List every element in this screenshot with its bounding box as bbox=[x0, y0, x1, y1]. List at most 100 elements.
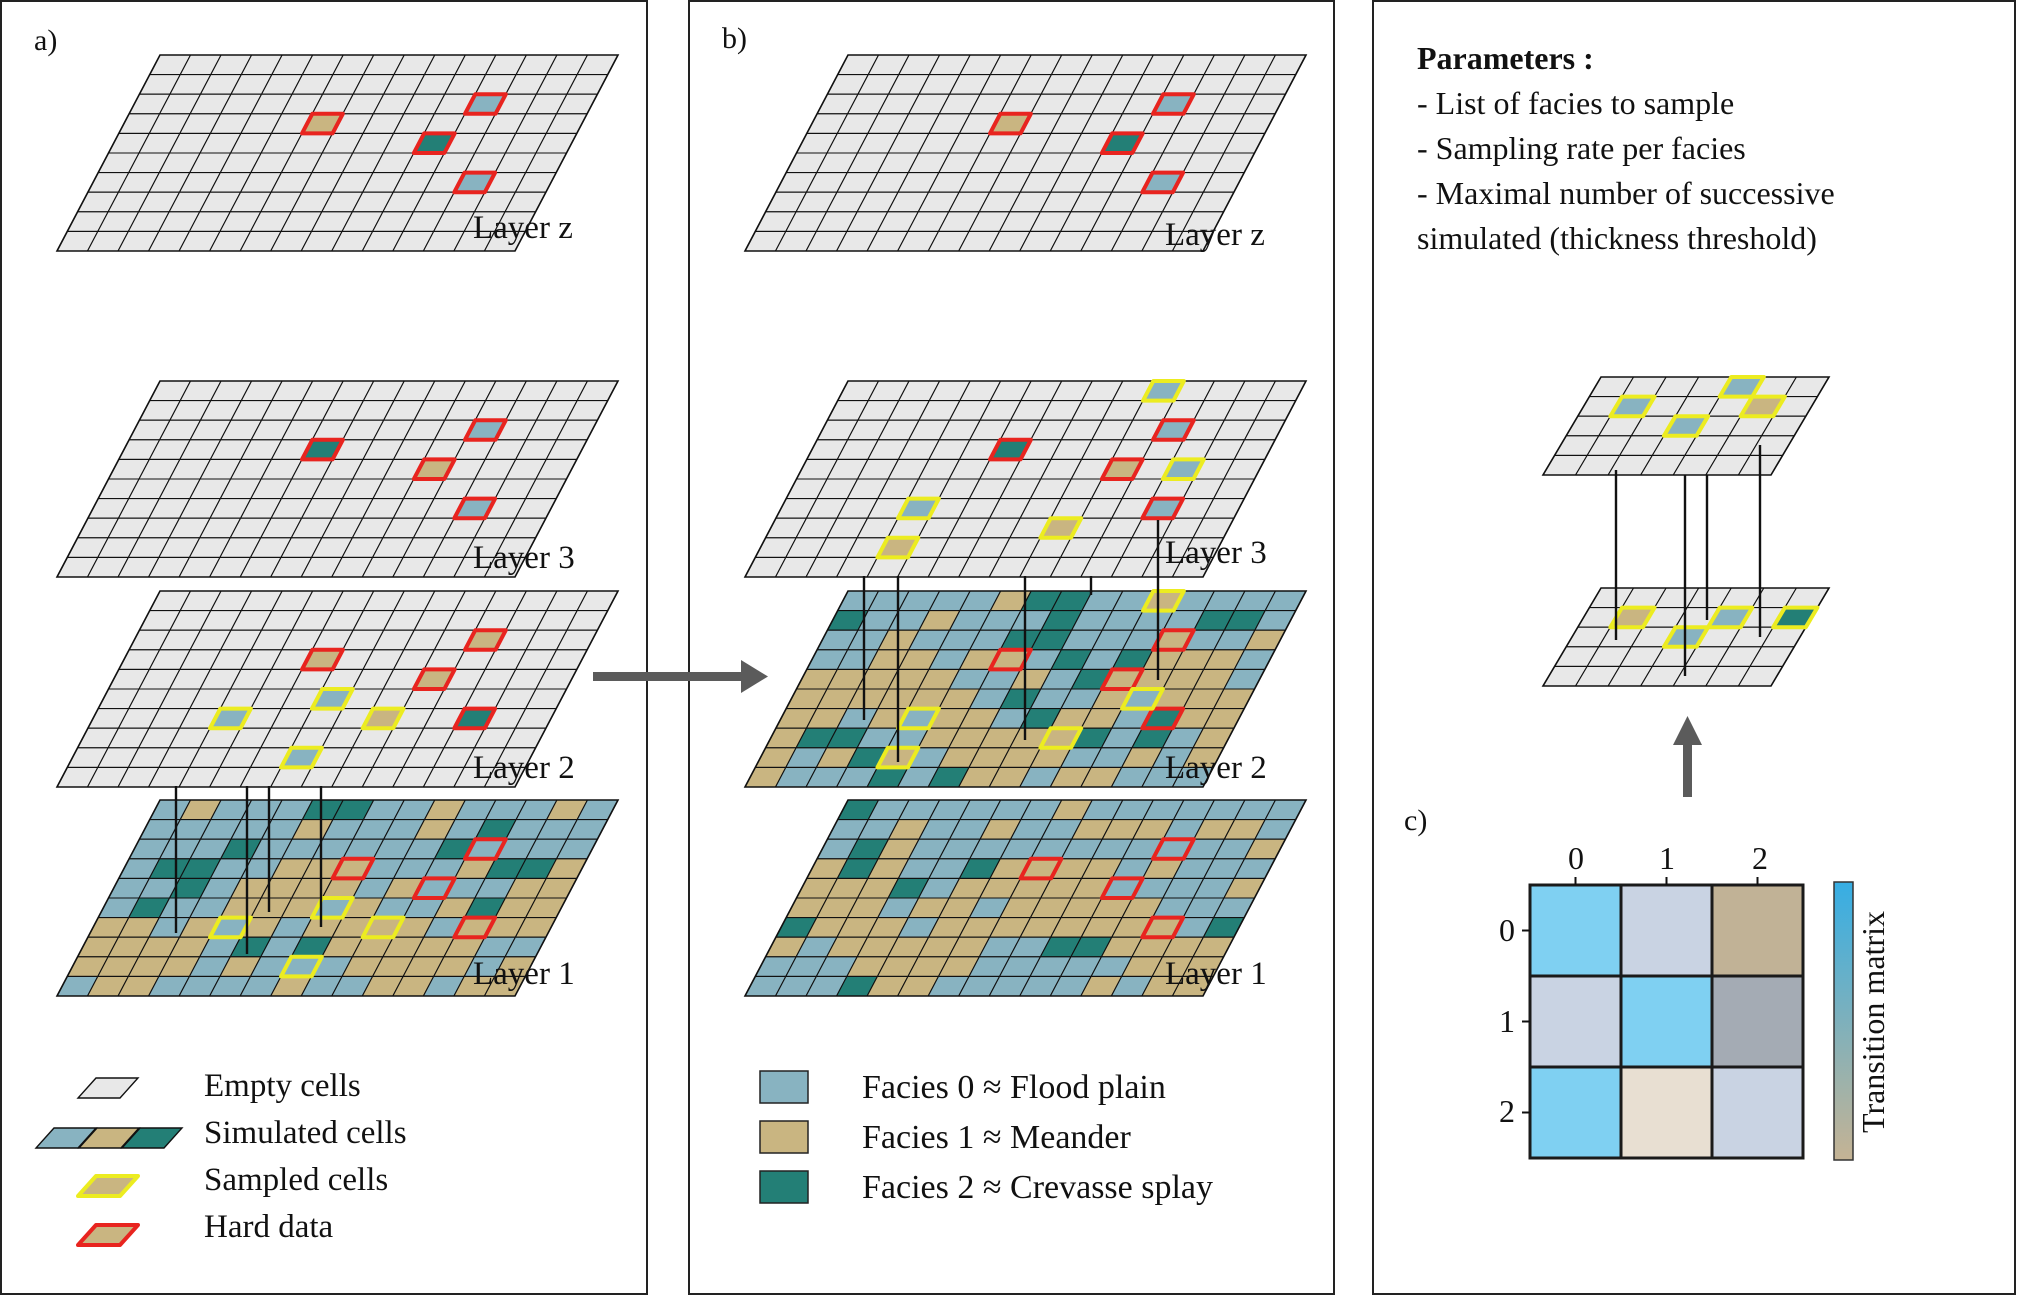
facies-1-swatch bbox=[759, 1120, 809, 1154]
matrix-col-label-1: 1 bbox=[1659, 840, 1675, 876]
sampled-cell bbox=[1120, 687, 1165, 711]
hard-data-cell bbox=[411, 131, 457, 155]
legend-swatches bbox=[34, 1077, 184, 1247]
facies-0-swatch bbox=[759, 1070, 809, 1104]
empty-cell-swatch bbox=[76, 1077, 140, 1099]
hard-data-cell bbox=[988, 111, 1033, 136]
parameter-line-2: - Sampling rate per facies bbox=[1417, 130, 1746, 166]
panel-b-layer-3 bbox=[743, 379, 1308, 578]
matrix-cell bbox=[1619, 974, 1714, 1069]
sampled-cell bbox=[208, 915, 253, 940]
hard-data-cell bbox=[1140, 915, 1186, 940]
sampled-cell bbox=[208, 706, 253, 731]
panel-a-layer-3 bbox=[55, 380, 620, 578]
simulated-cell-swatch-0 bbox=[34, 1127, 98, 1149]
hard-data-cell bbox=[1140, 496, 1186, 521]
transition-matrix-title: Transition matrix bbox=[1855, 911, 1891, 1133]
hard-data-cell bbox=[462, 628, 508, 652]
panel-c-label: c) bbox=[1404, 804, 1427, 837]
matrix-cell bbox=[1619, 1065, 1714, 1160]
panel-a-layer-2 bbox=[55, 590, 620, 788]
hard-data-cell bbox=[411, 667, 457, 691]
matrix-cell bbox=[1528, 883, 1623, 978]
layer-grids bbox=[55, 54, 1831, 997]
hard-data-cell bbox=[1099, 876, 1145, 900]
hard-data-cell bbox=[462, 92, 508, 116]
sampled-cell bbox=[1608, 394, 1657, 419]
facies-2-swatch bbox=[759, 1170, 809, 1204]
hard-data-cell bbox=[1150, 837, 1196, 861]
sampled-cell bbox=[875, 535, 921, 560]
hard-data-cell bbox=[330, 856, 376, 881]
legend-simulated-cells: Simulated cells bbox=[204, 1115, 407, 1151]
hard-data-cell bbox=[988, 647, 1033, 672]
matrix-row-label-2: 2 bbox=[1499, 1093, 1515, 1129]
right-arrow bbox=[593, 660, 768, 693]
sampled-cell bbox=[1141, 589, 1186, 613]
panel-a-layer-1-label: Layer 1 bbox=[473, 956, 575, 992]
sampled-cell bbox=[1771, 605, 1820, 630]
hard-data-cell bbox=[411, 457, 457, 481]
grid-border bbox=[55, 54, 620, 252]
panel-c-lower-grid bbox=[1541, 587, 1831, 687]
sampled-cell bbox=[1608, 605, 1657, 630]
hard-data-cell bbox=[1140, 706, 1186, 731]
hard-data-cell bbox=[1150, 92, 1196, 116]
sampled-cell bbox=[279, 954, 324, 979]
hard-data-cell bbox=[462, 837, 508, 861]
simulated-cell-swatch-1 bbox=[77, 1127, 141, 1149]
panel-b-layer-2-label: Layer 2 bbox=[1165, 750, 1267, 786]
sampled-cell bbox=[1706, 605, 1755, 630]
panel-b-layer-3-label: Layer 3 bbox=[1165, 535, 1267, 571]
sampled-cell bbox=[1738, 394, 1787, 419]
parameter-line-3: - Maximal number of successive bbox=[1417, 175, 1835, 211]
grid-border bbox=[55, 799, 620, 997]
hard-data-cell bbox=[988, 437, 1033, 462]
up-arrow bbox=[1673, 716, 1702, 797]
sampled-cell bbox=[1661, 414, 1711, 438]
sampled-cell-swatch bbox=[76, 1174, 140, 1198]
panel-a-label: a) bbox=[34, 24, 57, 57]
panel-b-label: b) bbox=[722, 22, 747, 55]
panel-b-frame bbox=[688, 0, 1335, 1295]
sampled-cell bbox=[1160, 457, 1206, 481]
hard-data-cell bbox=[300, 111, 345, 136]
legend-hard-data: Hard data bbox=[204, 1209, 334, 1245]
sampled-cell bbox=[309, 687, 355, 711]
matrix-col-label-0: 0 bbox=[1568, 840, 1584, 876]
panel-a-layer-3-label: Layer 3 bbox=[473, 540, 575, 576]
legend-facies-0: Facies 0 ≈ Flood plain bbox=[862, 1069, 1166, 1106]
matrix-row-label-1: 1 bbox=[1499, 1003, 1515, 1039]
hard-data-swatch bbox=[76, 1223, 140, 1247]
legend-sampled-cells: Sampled cells bbox=[204, 1162, 388, 1198]
grid-border bbox=[55, 380, 620, 578]
sampled-cell bbox=[360, 706, 406, 731]
hard-data-cell bbox=[1150, 628, 1196, 652]
panel-b-layer-z bbox=[743, 54, 1308, 252]
sampled-cell bbox=[279, 745, 324, 770]
hard-data-cell bbox=[1150, 418, 1196, 442]
hard-data-cell bbox=[300, 647, 345, 672]
parameters-title: Parameters : bbox=[1417, 40, 1594, 76]
transition-matrix-colorbar bbox=[1833, 881, 1854, 1161]
hard-data-cell bbox=[462, 418, 508, 442]
matrix-col-label-2: 2 bbox=[1752, 840, 1768, 876]
simulated-cell-swatch-2 bbox=[120, 1127, 184, 1149]
grid-border bbox=[743, 54, 1308, 252]
grid-border bbox=[55, 590, 620, 788]
hard-data-cell bbox=[452, 915, 498, 940]
panel-a-layer-z-label: Layer z bbox=[473, 210, 573, 246]
hard-data-cell bbox=[1140, 170, 1186, 195]
parameter-line-4: simulated (thickness threshold) bbox=[1417, 220, 1817, 256]
hard-data-cell bbox=[452, 706, 498, 731]
matrix-cell bbox=[1528, 1065, 1623, 1160]
hard-data-cell bbox=[452, 496, 498, 521]
matrix-cell bbox=[1528, 974, 1623, 1069]
hard-data-cell bbox=[1099, 131, 1145, 155]
transition-matrix bbox=[1522, 877, 1805, 1160]
matrix-cell bbox=[1710, 883, 1805, 978]
sampled-cell bbox=[1141, 379, 1186, 403]
panel-c-frame bbox=[1372, 0, 2016, 1295]
panel-a-layer-z bbox=[55, 54, 620, 252]
